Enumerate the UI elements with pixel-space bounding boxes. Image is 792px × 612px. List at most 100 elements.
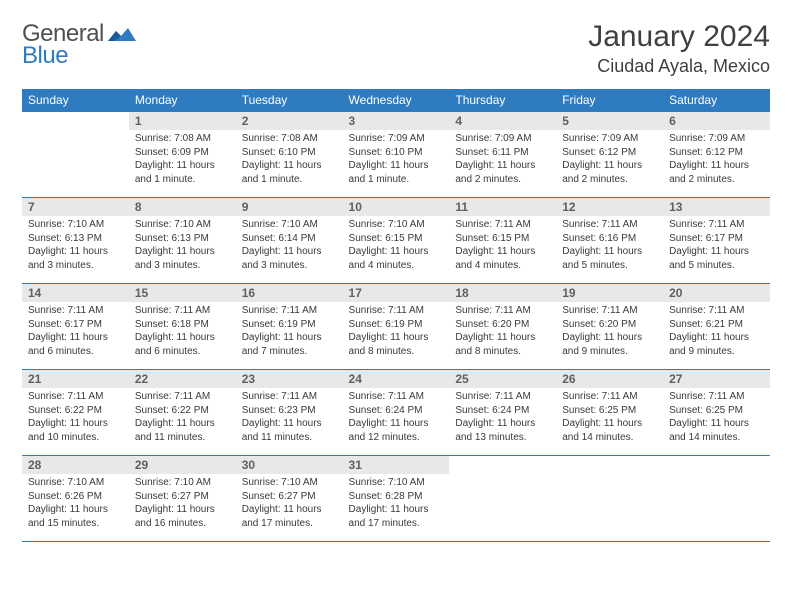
day-number: 15	[129, 284, 236, 302]
daylight-line-2: and 14 minutes.	[669, 431, 764, 445]
day-details: Sunrise: 7:09 AMSunset: 6:12 PMDaylight:…	[663, 130, 770, 190]
day-number: 2	[236, 112, 343, 130]
daylight-line-1: Daylight: 11 hours	[669, 331, 764, 345]
calendar-cell	[22, 112, 129, 198]
calendar-cell: 25Sunrise: 7:11 AMSunset: 6:24 PMDayligh…	[449, 370, 556, 456]
daylight-line-2: and 2 minutes.	[669, 173, 764, 187]
day-details: Sunrise: 7:10 AMSunset: 6:15 PMDaylight:…	[343, 216, 450, 276]
daylight-line-1: Daylight: 11 hours	[242, 417, 337, 431]
daylight-line-1: Daylight: 11 hours	[349, 417, 444, 431]
sunrise-line: Sunrise: 7:11 AM	[28, 304, 123, 318]
sunrise-line: Sunrise: 7:09 AM	[349, 132, 444, 146]
day-details: Sunrise: 7:09 AMSunset: 6:11 PMDaylight:…	[449, 130, 556, 190]
day-number: 22	[129, 370, 236, 388]
day-details: Sunrise: 7:11 AMSunset: 6:24 PMDaylight:…	[449, 388, 556, 448]
sunrise-line: Sunrise: 7:11 AM	[455, 218, 550, 232]
calendar-cell	[663, 456, 770, 542]
day-number: 28	[22, 456, 129, 474]
day-number: 20	[663, 284, 770, 302]
daylight-line-2: and 4 minutes.	[349, 259, 444, 273]
sunset-line: Sunset: 6:10 PM	[242, 146, 337, 160]
calendar-row: 14Sunrise: 7:11 AMSunset: 6:17 PMDayligh…	[22, 284, 770, 370]
daylight-line-2: and 5 minutes.	[562, 259, 657, 273]
daylight-line-1: Daylight: 11 hours	[562, 417, 657, 431]
day-number: 3	[343, 112, 450, 130]
day-details: Sunrise: 7:11 AMSunset: 6:17 PMDaylight:…	[22, 302, 129, 362]
daylight-line-1: Daylight: 11 hours	[242, 245, 337, 259]
weekday-header: Wednesday	[343, 89, 450, 112]
weekday-header: Monday	[129, 89, 236, 112]
sunset-line: Sunset: 6:22 PM	[28, 404, 123, 418]
daylight-line-1: Daylight: 11 hours	[455, 245, 550, 259]
daylight-line-1: Daylight: 11 hours	[562, 245, 657, 259]
daylight-line-1: Daylight: 11 hours	[669, 417, 764, 431]
day-number: 4	[449, 112, 556, 130]
calendar-cell: 2Sunrise: 7:08 AMSunset: 6:10 PMDaylight…	[236, 112, 343, 198]
daylight-line-2: and 16 minutes.	[135, 517, 230, 531]
sunset-line: Sunset: 6:18 PM	[135, 318, 230, 332]
calendar-cell: 23Sunrise: 7:11 AMSunset: 6:23 PMDayligh…	[236, 370, 343, 456]
daylight-line-2: and 3 minutes.	[28, 259, 123, 273]
title-block: January 2024 Ciudad Ayala, Mexico	[588, 20, 770, 77]
daylight-line-1: Daylight: 11 hours	[135, 417, 230, 431]
sunrise-line: Sunrise: 7:11 AM	[669, 390, 764, 404]
day-details: Sunrise: 7:11 AMSunset: 6:20 PMDaylight:…	[449, 302, 556, 362]
daylight-line-1: Daylight: 11 hours	[28, 417, 123, 431]
sunset-line: Sunset: 6:24 PM	[455, 404, 550, 418]
daylight-line-2: and 11 minutes.	[242, 431, 337, 445]
daylight-line-1: Daylight: 11 hours	[135, 159, 230, 173]
calendar-cell: 21Sunrise: 7:11 AMSunset: 6:22 PMDayligh…	[22, 370, 129, 456]
day-details: Sunrise: 7:11 AMSunset: 6:25 PMDaylight:…	[663, 388, 770, 448]
daylight-line-2: and 6 minutes.	[28, 345, 123, 359]
sunset-line: Sunset: 6:19 PM	[349, 318, 444, 332]
sunrise-line: Sunrise: 7:09 AM	[669, 132, 764, 146]
daylight-line-1: Daylight: 11 hours	[349, 159, 444, 173]
calendar-cell: 16Sunrise: 7:11 AMSunset: 6:19 PMDayligh…	[236, 284, 343, 370]
sunrise-line: Sunrise: 7:11 AM	[669, 218, 764, 232]
weekday-header: Thursday	[449, 89, 556, 112]
sunset-line: Sunset: 6:10 PM	[349, 146, 444, 160]
daylight-line-2: and 12 minutes.	[349, 431, 444, 445]
sunrise-line: Sunrise: 7:11 AM	[562, 218, 657, 232]
day-details: Sunrise: 7:11 AMSunset: 6:20 PMDaylight:…	[556, 302, 663, 362]
day-number: 10	[343, 198, 450, 216]
sunrise-line: Sunrise: 7:11 AM	[242, 390, 337, 404]
calendar-head: SundayMondayTuesdayWednesdayThursdayFrid…	[22, 89, 770, 112]
sunrise-line: Sunrise: 7:11 AM	[562, 304, 657, 318]
sunset-line: Sunset: 6:24 PM	[349, 404, 444, 418]
calendar-cell	[556, 456, 663, 542]
calendar-row: 1Sunrise: 7:08 AMSunset: 6:09 PMDaylight…	[22, 112, 770, 198]
page-header: GeneralBlue January 2024 Ciudad Ayala, M…	[22, 20, 770, 77]
day-details: Sunrise: 7:11 AMSunset: 6:19 PMDaylight:…	[343, 302, 450, 362]
day-details: Sunrise: 7:10 AMSunset: 6:27 PMDaylight:…	[236, 474, 343, 534]
day-number: 29	[129, 456, 236, 474]
day-number: 30	[236, 456, 343, 474]
calendar-cell: 30Sunrise: 7:10 AMSunset: 6:27 PMDayligh…	[236, 456, 343, 542]
calendar-cell: 24Sunrise: 7:11 AMSunset: 6:24 PMDayligh…	[343, 370, 450, 456]
location-label: Ciudad Ayala, Mexico	[588, 56, 770, 77]
daylight-line-1: Daylight: 11 hours	[349, 503, 444, 517]
day-number: 14	[22, 284, 129, 302]
day-number: 1	[129, 112, 236, 130]
sunrise-line: Sunrise: 7:10 AM	[135, 476, 230, 490]
day-number: 21	[22, 370, 129, 388]
calendar-cell: 26Sunrise: 7:11 AMSunset: 6:25 PMDayligh…	[556, 370, 663, 456]
daylight-line-2: and 13 minutes.	[455, 431, 550, 445]
calendar-cell: 28Sunrise: 7:10 AMSunset: 6:26 PMDayligh…	[22, 456, 129, 542]
page-title: January 2024	[588, 20, 770, 54]
logo-wave-icon	[108, 27, 136, 48]
day-number: 6	[663, 112, 770, 130]
calendar-cell: 5Sunrise: 7:09 AMSunset: 6:12 PMDaylight…	[556, 112, 663, 198]
day-details: Sunrise: 7:10 AMSunset: 6:26 PMDaylight:…	[22, 474, 129, 534]
day-details: Sunrise: 7:11 AMSunset: 6:21 PMDaylight:…	[663, 302, 770, 362]
sunrise-line: Sunrise: 7:10 AM	[28, 476, 123, 490]
daylight-line-1: Daylight: 11 hours	[28, 503, 123, 517]
calendar-cell: 15Sunrise: 7:11 AMSunset: 6:18 PMDayligh…	[129, 284, 236, 370]
calendar-cell: 9Sunrise: 7:10 AMSunset: 6:14 PMDaylight…	[236, 198, 343, 284]
sunrise-line: Sunrise: 7:11 AM	[349, 390, 444, 404]
sunset-line: Sunset: 6:20 PM	[455, 318, 550, 332]
day-number: 19	[556, 284, 663, 302]
day-number: 11	[449, 198, 556, 216]
daylight-line-1: Daylight: 11 hours	[455, 331, 550, 345]
day-number: 17	[343, 284, 450, 302]
